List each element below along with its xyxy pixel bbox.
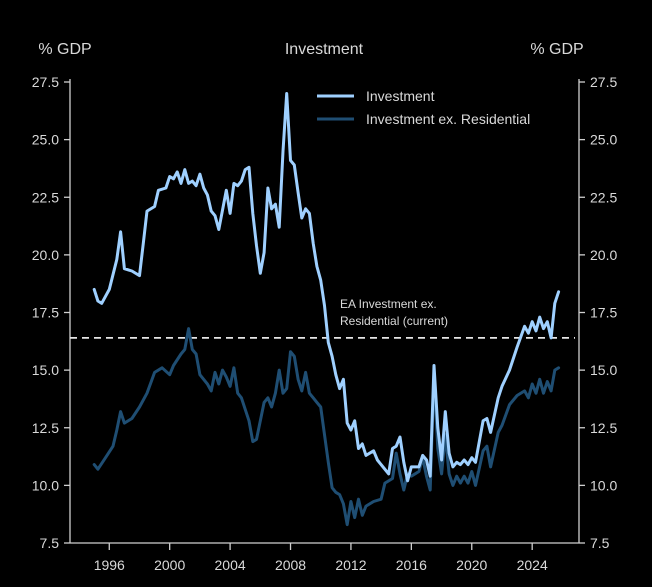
legend-label-investment-ex-residential: Investment ex. Residential: [366, 111, 530, 127]
series-line-investment: [92, 92, 561, 483]
series-line-investment-ex-residential: [92, 327, 561, 527]
x-tick-label: 2004: [215, 557, 246, 573]
legend-label-investment: Investment: [366, 88, 435, 104]
x-tick-label: 2020: [456, 557, 487, 573]
x-tick-label: 2000: [154, 557, 185, 573]
chart-title: Investment: [285, 41, 364, 58]
right-y-tick-label: 20.0: [590, 247, 617, 263]
x-tick-label: 1996: [94, 557, 125, 573]
x-tick-label: 2024: [517, 557, 548, 573]
x-tick-label: 2008: [275, 557, 306, 573]
right-y-tick-label: 7.5: [590, 535, 610, 551]
x-tick-label: 2012: [335, 557, 366, 573]
right-y-tick-label: 27.5: [590, 74, 617, 90]
right-y-tick-label: 15.0: [590, 362, 617, 378]
left-y-tick-label: 27.5: [32, 74, 59, 90]
left-y-tick-label: 25.0: [32, 132, 59, 148]
left-y-tick-label: 12.5: [32, 420, 59, 436]
left-y-tick-label: 17.5: [32, 305, 59, 321]
left-axis-unit-label: % GDP: [38, 41, 91, 58]
left-y-tick-label: 7.5: [40, 535, 60, 551]
left-y-tick-label: 20.0: [32, 247, 59, 263]
left-y-tick-label: 22.5: [32, 189, 59, 205]
right-y-tick-label: 12.5: [590, 420, 617, 436]
right-y-tick-label: 10.0: [590, 477, 617, 493]
axes: 7.5 7.5 10.0 10.0 12.5 12.5 15.0 15.0 17.5 17.5 20…: [32, 74, 618, 573]
right-y-tick-label: 22.5: [590, 189, 617, 205]
right-axis-unit-label: % GDP: [530, 41, 583, 58]
right-y-tick-label: 25.0: [590, 132, 617, 148]
reference-annotation-line1: EA Investment ex.: [340, 297, 437, 311]
right-y-tick-label: 17.5: [590, 305, 617, 321]
x-tick-label: 2016: [396, 557, 427, 573]
legend: Investment Investment ex. Residential: [317, 88, 530, 127]
left-y-tick-label: 15.0: [32, 362, 59, 378]
reference-annotation-line2: Residential (current): [340, 314, 448, 328]
left-y-tick-label: 10.0: [32, 477, 59, 493]
series-group: [92, 92, 561, 527]
